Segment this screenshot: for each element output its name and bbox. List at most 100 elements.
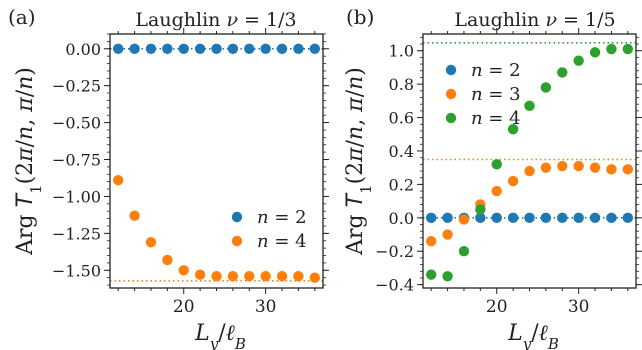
y-tick-label: −0.2 <box>375 242 414 261</box>
chart-title: Laughlin ν = 1/5 <box>454 9 615 31</box>
y-tick-label: 0.6 <box>389 109 414 128</box>
data-point <box>227 270 239 282</box>
data-point <box>540 82 552 93</box>
series-n=4 <box>425 43 634 282</box>
panel-label: (b) <box>346 5 374 29</box>
y-tick-label: 0.4 <box>389 142 414 161</box>
data-point <box>475 204 486 215</box>
series-n=4 <box>112 174 321 283</box>
panel-label: (a) <box>8 5 36 29</box>
data-point <box>194 269 206 280</box>
data-point <box>573 55 584 66</box>
y-tick-label: −0.25 <box>52 77 101 96</box>
y-tick-label: −1.00 <box>52 187 101 206</box>
data-point <box>309 272 321 283</box>
data-point <box>442 271 453 282</box>
series-n=2 <box>112 43 321 54</box>
data-point <box>622 43 634 55</box>
data-point <box>211 270 222 282</box>
x-tick-label: 20 <box>173 297 195 317</box>
legend-marker <box>445 64 457 76</box>
data-point <box>458 214 470 225</box>
y-tick-label: −1.50 <box>52 261 101 280</box>
legend-label: n = 2 <box>471 60 521 81</box>
legend: n = 2 n = 3 n = 4 <box>445 60 521 129</box>
data-point <box>524 212 535 224</box>
y-tick-label: −0.75 <box>52 151 101 170</box>
data-point <box>491 212 502 224</box>
legend: n = 2 n = 4 <box>231 207 307 252</box>
data-point <box>557 212 568 224</box>
legend-item: n = 2 <box>231 207 307 228</box>
data-point <box>145 43 157 54</box>
data-point <box>425 236 437 247</box>
x-tick-label: 30 <box>568 297 590 317</box>
chart-title: Laughlin ν = 1/3 <box>135 9 296 31</box>
data-point <box>475 212 486 224</box>
data-point <box>244 270 255 282</box>
data-point <box>573 160 584 172</box>
y-axis-label: Arg T1(2π/n, π/n) <box>13 67 45 256</box>
legend-item: n = 4 <box>231 231 307 252</box>
data-point <box>540 162 552 173</box>
data-point <box>260 43 271 54</box>
data-point <box>244 43 255 54</box>
legend-label: n = 3 <box>471 84 521 105</box>
data-point <box>112 43 124 54</box>
data-point <box>442 229 453 240</box>
series-n=2 <box>425 212 634 224</box>
data-point <box>276 43 288 54</box>
data-point <box>178 43 189 54</box>
data-point <box>524 100 535 112</box>
legend-marker <box>231 211 243 223</box>
y-tick-label: 0.8 <box>389 75 414 94</box>
data-point <box>622 212 634 224</box>
x-tick-label: 30 <box>255 297 277 317</box>
y-tick-label: 0.0 <box>389 209 414 228</box>
legend-item: n = 3 <box>445 84 521 105</box>
data-point <box>573 212 584 224</box>
data-point <box>589 162 601 173</box>
data-point <box>145 237 157 248</box>
data-point <box>524 165 535 177</box>
data-point <box>507 175 519 187</box>
data-point <box>129 210 140 221</box>
data-point <box>178 265 189 276</box>
y-tick-label: 0.2 <box>389 175 414 194</box>
data-point <box>606 43 617 55</box>
legend-label: n = 4 <box>257 231 307 252</box>
y-tick-label: −0.50 <box>52 114 101 133</box>
data-point <box>507 212 519 224</box>
data-point <box>276 270 288 282</box>
x-axis-label: Ly/ℓB <box>194 321 246 350</box>
data-point <box>491 159 502 170</box>
data-point <box>112 174 124 186</box>
legend-item: n = 2 <box>445 60 521 81</box>
legend-label: n = 4 <box>471 108 521 129</box>
data-point <box>491 185 502 197</box>
data-point <box>129 43 140 54</box>
data-point <box>442 212 453 224</box>
data-point <box>293 43 304 54</box>
data-point <box>293 270 304 282</box>
x-tick-label: 20 <box>486 297 508 317</box>
data-point <box>458 246 470 257</box>
legend-label: n = 2 <box>257 207 307 228</box>
data-point <box>227 43 239 54</box>
y-tick-label: 1.0 <box>389 42 414 61</box>
data-point <box>162 254 173 266</box>
data-point <box>589 212 601 224</box>
data-point <box>194 43 206 54</box>
plot-area <box>110 43 323 283</box>
data-point <box>309 43 321 54</box>
data-point <box>622 164 634 175</box>
series-n=3 <box>425 160 634 247</box>
data-point <box>507 124 519 135</box>
data-point <box>557 67 568 78</box>
data-point <box>540 212 552 224</box>
data-point <box>425 212 437 224</box>
legend-marker <box>445 88 457 100</box>
chart-panel-b: (b) Laughlin ν = 1/5 20 30 −0.4 −0.2 0.0 0.2 0.4… <box>343 5 642 350</box>
data-point <box>211 43 222 54</box>
